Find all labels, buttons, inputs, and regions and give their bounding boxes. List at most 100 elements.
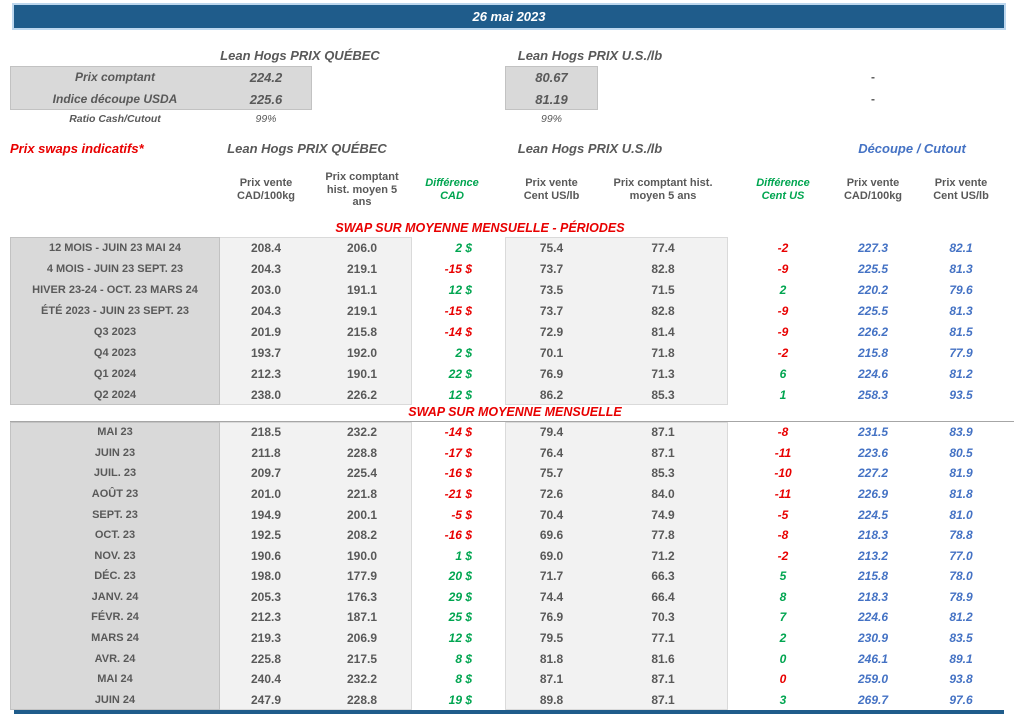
us-sell-value: 75.7 (539, 466, 564, 481)
col-header-us-diff: Différence Cent US (756, 177, 810, 202)
us-diff-value: -9 (777, 261, 789, 276)
table-row: JUIL. 23 209.7 225.4 -16 $ 75.7 85.3 -10 227.2 8… (10, 463, 1014, 484)
cad-diff-value: -16 $ (444, 466, 472, 481)
cad-sell-value: 193.7 (250, 345, 282, 360)
summary-us-header: Lean Hogs PRIX U.S./lb (517, 48, 663, 63)
cutout-us-value: 81.9 (949, 466, 973, 481)
cutout-us-value: 97.6 (949, 692, 973, 707)
us-hist-value: 81.6 (651, 651, 675, 666)
cad-diff-value: -14 $ (444, 324, 472, 339)
cad-diff-value: 1 $ (455, 548, 472, 563)
cutout-cad-value: 227.3 (857, 240, 889, 255)
us-hist-value: 82.8 (651, 303, 675, 318)
us-diff-value: -11 (774, 486, 792, 501)
column-header-row: Prix vente CAD/100kg Prix comptant hist.… (10, 162, 1014, 218)
cutout-us-value: 79.6 (949, 282, 973, 297)
cad-diff-value: 8 $ (455, 672, 472, 687)
cad-diff-value: 25 $ (448, 610, 472, 625)
table-row: OCT. 23 192.5 208.2 -16 $ 69.6 77.8 -8 218.3 78.… (10, 525, 1014, 546)
us-sell-value: 81.8 (539, 651, 564, 666)
us-sell-value: 74.4 (539, 589, 564, 604)
us-hist-value: 71.5 (651, 282, 675, 297)
cad-sell-value: 209.7 (250, 466, 282, 481)
table-row: Q2 2024 238.0 226.2 12 $ 86.2 85.3 1 258.3 93.5 (10, 384, 1014, 405)
summary-note-dash: - (871, 70, 875, 84)
row-label: AOÛT 23 (91, 487, 139, 500)
cad-diff-value: 12 $ (448, 387, 472, 402)
us-sell-value: 87.1 (539, 672, 564, 687)
cutout-cad-value: 226.2 (857, 324, 889, 339)
summary-row-cash: Prix comptant 224.2 80.67 - (10, 66, 1014, 88)
us-sell-value: 72.9 (539, 324, 564, 339)
cutout-cad-value: 220.2 (857, 282, 889, 297)
swaps-qc-header: Lean Hogs PRIX QUÉBEC (227, 141, 387, 156)
row-label: DÉC. 23 (94, 570, 136, 583)
us-hist-value: 77.8 (651, 528, 675, 543)
summary-row-label: Prix comptant (74, 70, 155, 84)
us-hist-value: 82.8 (651, 261, 675, 276)
label-column-background (10, 422, 220, 710)
us-diff-value: -2 (777, 345, 789, 360)
row-label: NOV. 23 (94, 549, 136, 562)
cad-sell-value: 240.4 (250, 672, 282, 687)
cad-diff-value: -17 $ (444, 445, 472, 460)
section-header-mensuelle: SWAP SUR MOYENNE MENSUELLE (408, 405, 622, 419)
cutout-cad-value: 215.8 (857, 569, 889, 584)
swap-table-periodes: 12 MOIS - JUIN 23 MAI 24 208.4 206.0 2 $ 75.… (10, 237, 1014, 405)
cad-sell-value: 194.9 (250, 507, 282, 522)
cad-hist-value: 190.0 (346, 548, 378, 563)
us-hist-value: 74.9 (651, 507, 675, 522)
cutout-us-value: 78.0 (949, 569, 973, 584)
cutout-us-value: 81.3 (949, 261, 973, 276)
col-header-cutout-us: Prix vente Cent US/lb (933, 177, 989, 202)
us-diff-value: -5 (777, 507, 789, 522)
us-diff-value: 3 (779, 692, 787, 707)
us-sell-value: 75.4 (539, 240, 564, 255)
us-diff-value: -9 (777, 303, 789, 318)
us-sell-value: 79.4 (539, 425, 564, 440)
swaps-us-header: Lean Hogs PRIX U.S./lb (517, 141, 663, 156)
cad-sell-value: 238.0 (250, 387, 282, 402)
cad-hist-value: 219.1 (346, 303, 378, 318)
us-sell-value: 73.7 (539, 261, 564, 276)
cutout-cad-value: 259.0 (857, 672, 889, 687)
cad-sell-value: 218.5 (250, 425, 282, 440)
cutout-cad-value: 213.2 (857, 548, 889, 563)
us-diff-value: 0 (779, 672, 787, 687)
cad-diff-value: 8 $ (455, 651, 472, 666)
cad-sell-value: 204.3 (250, 261, 282, 276)
row-label: HIVER 23-24 - OCT. 23 MARS 24 (32, 283, 198, 296)
cad-hist-value: 200.1 (346, 507, 378, 522)
row-label: JUIL. 23 (93, 467, 137, 480)
us-hist-value: 87.1 (651, 692, 675, 707)
cad-sell-value: 247.9 (250, 692, 282, 707)
cutout-cad-value: 258.3 (857, 387, 889, 402)
cad-diff-value: 2 $ (455, 345, 472, 360)
cad-hist-value: 221.8 (346, 486, 378, 501)
cutout-us-value: 93.5 (949, 387, 973, 402)
row-label: OCT. 23 (94, 529, 136, 542)
cad-diff-value: 20 $ (448, 569, 472, 584)
us-sell-value: 69.6 (539, 528, 564, 543)
us-columns-background (505, 237, 728, 405)
row-label: FÉVR. 24 (91, 611, 139, 624)
cad-sell-value: 211.8 (251, 445, 281, 460)
cutout-cad-value: 227.2 (857, 466, 889, 481)
cutout-header: Découpe / Cutout (858, 141, 966, 156)
us-sell-value: 70.1 (539, 345, 564, 360)
cutout-us-value: 77.9 (949, 345, 973, 360)
section-header-periodes: SWAP SUR MOYENNE MENSUELLE - PÉRIODES (335, 221, 625, 235)
cad-sell-value: 205.3 (250, 589, 282, 604)
cad-sell-value: 201.9 (250, 324, 282, 339)
cad-diff-value: 12 $ (448, 282, 472, 297)
us-diff-value: -8 (777, 425, 789, 440)
us-diff-value: 2 (779, 630, 787, 645)
cutout-us-value: 81.0 (949, 507, 973, 522)
cad-hist-value: 225.4 (346, 466, 378, 481)
cad-diff-value: -16 $ (444, 528, 472, 543)
us-sell-value: 76.4 (539, 445, 564, 460)
table-row: JUIN 24 247.9 228.8 19 $ 89.8 87.1 3 269.7 97.6 (10, 689, 1014, 710)
us-sell-value: 73.7 (539, 303, 564, 318)
us-diff-value: -2 (777, 548, 789, 563)
